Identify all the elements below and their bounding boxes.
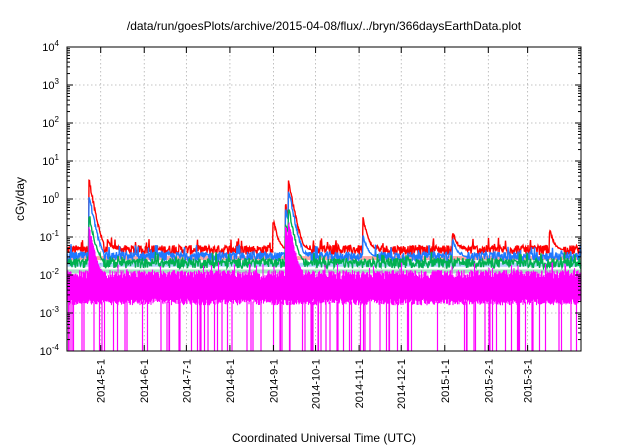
y-tick-label: 10-2 [40,267,60,282]
y-tick-label: 10-4 [40,343,60,358]
grid-lines [67,47,581,351]
y-tick-label: 10-1 [40,229,60,244]
x-tick-label: 2014-7-1 [181,359,193,403]
x-tick-label: 2015-3-1 [523,359,535,403]
chart-title: /data/run/goesPlots/archive/2015-04-08/f… [127,19,522,33]
x-tick-label: 2014-8-1 [225,359,237,403]
y-tick-label: 104 [42,39,59,54]
y-tick-label: 102 [42,115,59,130]
x-tick-label: 2014-9-1 [268,359,280,403]
x-tick-label: 2014-6-1 [139,359,151,403]
y-tick-label: 101 [42,153,59,168]
series-line [66,209,582,271]
axis-ticks: 10-4 10-3 10-2 10-1 100 101 102 103 104 2014-5-1 2… [40,39,581,409]
x-tick-label: 2014-11-1 [354,359,366,408]
x-tick-label: 2015-2-1 [483,359,495,403]
x-axis-label: Coordinated Universal Time (UTC) [232,431,416,445]
x-tick-label: 2015-1-1 [440,359,452,403]
series-dropouts [67,301,578,351]
data-series [66,179,582,351]
x-tick-label: 2014-5-1 [96,359,108,403]
y-tick-label: 10-3 [40,305,60,320]
x-tick-label: 2014-12-1 [396,359,408,409]
y-axis-label: cGy/day [13,177,27,221]
x-tick-label: 2014-10-1 [311,359,323,409]
y-tick-label: 100 [42,191,59,206]
y-tick-label: 103 [42,77,59,92]
